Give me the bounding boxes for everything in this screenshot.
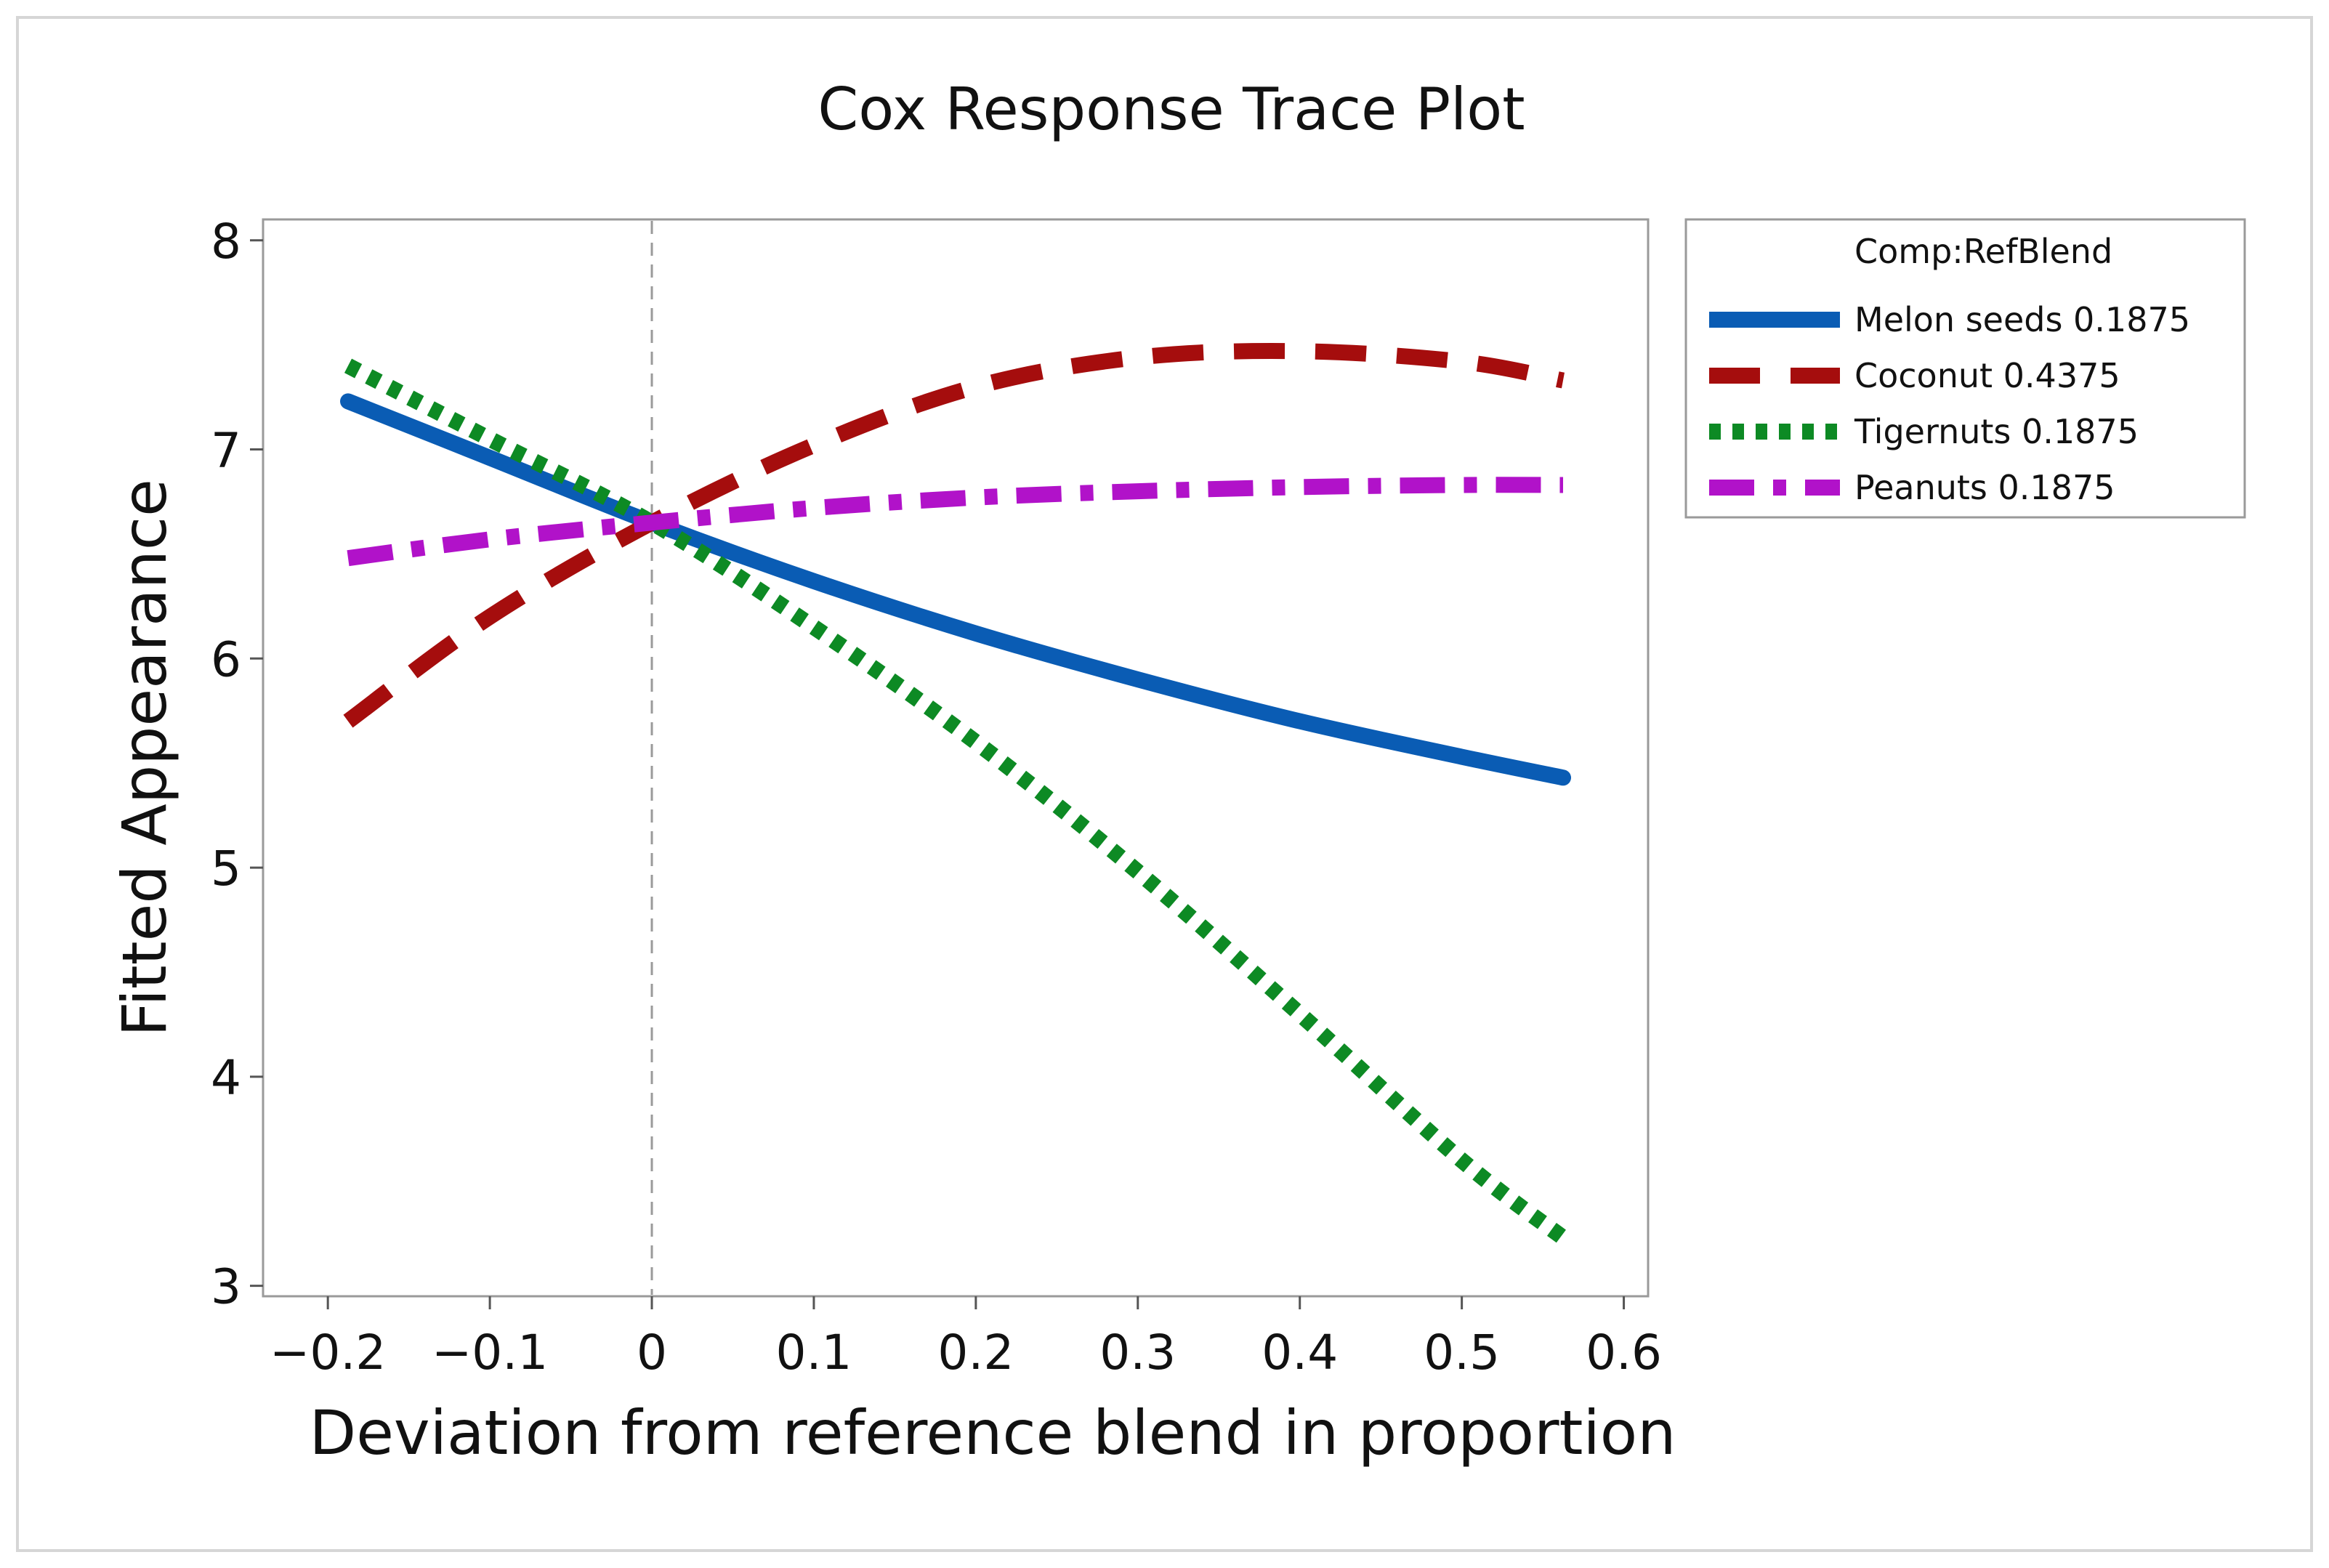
x-axis: −0.2 −0.1 0 0.1 0.2 0.3 0.4 0.5 0.6 <box>270 1296 1662 1381</box>
legend-label-coconut: Coconut 0.4375 <box>1854 356 2120 395</box>
series-line-melon-seeds <box>340 393 1571 786</box>
y-tick-label: 5 <box>211 841 241 897</box>
x-tick-label: 0.1 <box>775 1325 852 1381</box>
x-tick-label: −0.1 <box>432 1325 548 1381</box>
x-tick-label: 0.2 <box>937 1325 1014 1381</box>
y-axis-label: Fitted Appearance <box>109 479 180 1036</box>
x-tick-label: 0.3 <box>1099 1325 1176 1381</box>
y-tick-label: 4 <box>211 1050 241 1106</box>
chart-frame: Cox Response Trace Plot −0.2 −0.1 0 0.1 0.2 0… <box>16 16 2313 1552</box>
y-tick-label: 7 <box>211 423 241 479</box>
y-tick-label: 8 <box>211 214 241 270</box>
x-tick-label: 0.6 <box>1586 1325 1662 1381</box>
x-tick-label: 0.5 <box>1424 1325 1500 1381</box>
legend-label-tigernuts: Tigernuts 0.1875 <box>1854 412 2139 451</box>
legend-title: Comp:RefBlend <box>1854 232 2112 271</box>
legend-items: Melon seeds 0.1875 Coconut 0.4375 Tigernut… <box>1709 300 2190 507</box>
series-line-tigernuts <box>344 358 1568 1245</box>
series-line-coconut <box>343 343 1565 728</box>
x-tick-label: −0.2 <box>270 1325 386 1381</box>
x-axis-label: Deviation from reference blend in propor… <box>310 1397 1676 1468</box>
legend-label-peanuts: Peanuts 0.1875 <box>1854 468 2115 507</box>
legend: Comp:RefBlend Melon seeds 0.1875 Coconut … <box>1684 218 2246 519</box>
trace-plot-svg: Cox Response Trace Plot −0.2 −0.1 0 0.1 0.2 0… <box>109 76 2246 1468</box>
x-tick-label: 0.4 <box>1262 1325 1338 1381</box>
legend-box <box>1684 218 2246 519</box>
series-group <box>340 343 1571 1245</box>
y-tick-label: 6 <box>211 631 241 687</box>
x-tick-label: 0 <box>637 1325 667 1381</box>
y-tick-label: 3 <box>211 1259 241 1315</box>
legend-label-melon-seeds: Melon seeds 0.1875 <box>1854 300 2190 339</box>
y-axis: 3 4 5 6 7 8 <box>211 214 263 1315</box>
chart-title: Cox Response Trace Plot <box>818 76 1525 143</box>
